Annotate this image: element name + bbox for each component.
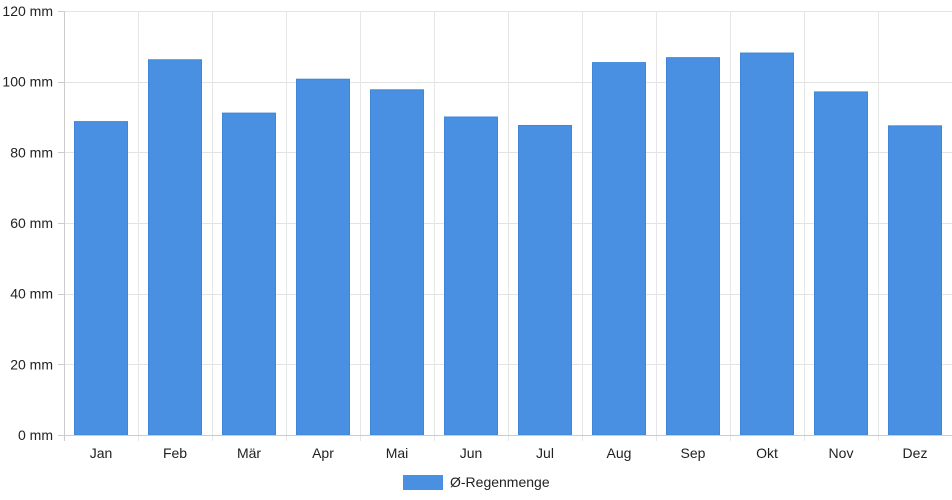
x-tick-label: Jun	[460, 445, 483, 461]
x-tick-label: Sep	[681, 445, 706, 461]
x-tick-label: Apr	[312, 445, 334, 461]
y-tick-labels: 0 mm 20 mm 40 mm 60 mm 80 mm 100 mm 120 mm	[2, 3, 53, 443]
legend-label: Ø-Regenmenge	[450, 474, 550, 490]
grid-lines	[64, 11, 952, 441]
y-tick-label: 80 mm	[10, 144, 53, 160]
bar-mai[interactable]	[370, 89, 424, 436]
x-tick-label: Jul	[536, 445, 554, 461]
x-tick-label: Jan	[90, 445, 113, 461]
bar-mär[interactable]	[222, 112, 276, 436]
legend-swatch	[403, 475, 443, 490]
y-tick-label: 0 mm	[18, 427, 53, 443]
x-tick-label: Mai	[386, 445, 409, 461]
bar-jan[interactable]	[74, 121, 128, 436]
y-tick-label: 40 mm	[10, 286, 53, 302]
x-tick-label: Aug	[607, 445, 632, 461]
legend[interactable]: Ø-Regenmenge	[403, 474, 550, 490]
axes	[58, 11, 952, 436]
bars	[74, 52, 942, 436]
x-tick-label: Feb	[163, 445, 187, 461]
bar-jun[interactable]	[444, 116, 498, 436]
y-tick-label: 120 mm	[2, 3, 53, 19]
x-tick-label: Dez	[903, 445, 928, 461]
bar-jul[interactable]	[518, 124, 572, 436]
bar-feb[interactable]	[148, 59, 202, 436]
bar-apr[interactable]	[296, 78, 350, 436]
x-tick-label: Mär	[237, 445, 261, 461]
bar-sep[interactable]	[666, 57, 720, 436]
bar-okt[interactable]	[740, 52, 794, 436]
x-tick-label: Nov	[829, 445, 854, 461]
y-tick-label: 60 mm	[10, 215, 53, 231]
x-tick-labels: Jan Feb Mär Apr Mai Jun Jul Aug Sep Okt Nov Dez	[90, 445, 928, 461]
y-tick-label: 100 mm	[2, 74, 53, 90]
bar-nov[interactable]	[814, 91, 868, 436]
bar-aug[interactable]	[592, 62, 646, 436]
bar-dez[interactable]	[888, 125, 942, 436]
x-tick-label: Okt	[756, 445, 778, 461]
y-tick-label: 20 mm	[10, 356, 53, 372]
